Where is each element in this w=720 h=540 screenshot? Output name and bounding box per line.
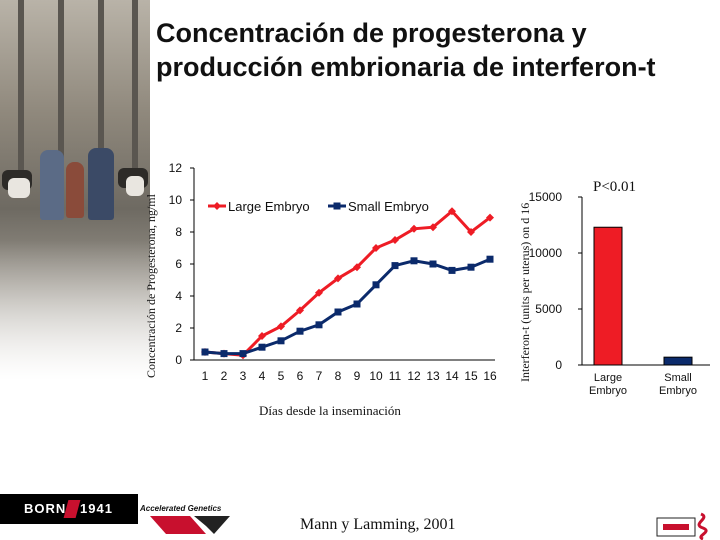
legend-label: Small Embryo: [348, 199, 429, 214]
line-chart-y-tick-label: 4: [175, 289, 182, 303]
bar-category-label-line-1: Small: [664, 372, 692, 384]
barn-photo: [0, 0, 150, 380]
accelerated-genetics-logo: Accelerated Genetics: [140, 504, 230, 538]
line-chart-y-axis-label: Concentración de Progesterona, ng/ml: [144, 194, 158, 378]
line-chart-x-tick-label: 10: [369, 369, 383, 383]
line-chart-x-axis-label: Días desde la inseminación: [259, 403, 401, 418]
bar-chart-y-tick-label: 5000: [535, 302, 562, 316]
line-chart-x-tick-label: 11: [389, 369, 402, 383]
title-line-1: Concentración de progesterona y: [156, 18, 587, 48]
line-chart-x-tick-label: 7: [316, 369, 323, 383]
large-embryo-point: [448, 207, 456, 216]
line-chart-y-tick-label: 12: [169, 161, 183, 175]
small-embryo-point: [429, 260, 437, 268]
large-embryo-point: [391, 236, 399, 244]
small-embryo-point: [334, 308, 342, 316]
small-embryo-point: [353, 300, 361, 308]
born-logo-text: BORN: [24, 501, 67, 516]
line-chart-y-tick-label: 2: [175, 321, 182, 335]
line-chart-x-tick-label: 1: [202, 369, 209, 383]
line-chart-x-tick-label: 15: [464, 369, 478, 383]
small-embryo-point: [486, 255, 494, 263]
legend-label: Large Embryo: [228, 199, 310, 214]
small-embryo-point: [467, 263, 475, 271]
large-embryo-point: [429, 223, 437, 232]
bar-chart-y-tick-label: 0: [555, 358, 562, 372]
large-embryo-point: [258, 332, 266, 340]
line-chart-x-tick-label: 6: [297, 369, 304, 383]
line-chart-x-tick-label: 8: [335, 369, 342, 383]
small-embryo-point: [410, 257, 418, 265]
bar-chart-y-tick-label: 10000: [529, 246, 563, 260]
line-chart-x-tick-label: 13: [426, 369, 440, 383]
large-embryo-point: [486, 213, 494, 222]
bar-chart-y-tick-label: 15000: [529, 190, 563, 204]
large-embryo-point: [410, 224, 418, 233]
small-embryo-point: [239, 350, 247, 358]
accelerated-genetics-text: Accelerated Genetics: [140, 504, 222, 513]
legend-marker: [213, 202, 221, 210]
line-chart-x-tick-label: 16: [483, 369, 497, 383]
line-chart-x-tick-label: 5: [278, 369, 285, 383]
small-embryo-point: [391, 262, 399, 270]
line-chart-x-tick-label: 12: [407, 369, 421, 383]
series-line-large-embryo: [204, 209, 491, 357]
legend-marker: [333, 202, 341, 210]
line-chart-x-tick-label: 2: [221, 369, 228, 383]
large-embryo-point: [467, 228, 475, 236]
large-embryo-point: [334, 274, 342, 283]
large-embryo-point: [315, 288, 323, 297]
citation: Mann y Lamming, 2001: [300, 516, 456, 533]
large-embryo-point: [277, 322, 285, 331]
small-embryo-point: [448, 266, 456, 274]
born-1941-logo: BORN 1941: [0, 494, 138, 524]
title-line-2: producción embrionaria de interferon-t: [156, 52, 656, 82]
series-line-small-embryo: [204, 257, 491, 356]
large-embryo-point: [296, 306, 304, 315]
line-chart-y-tick-label: 6: [175, 257, 182, 271]
caduceus-logo: [656, 512, 708, 540]
line-chart-y-tick-label: 0: [175, 353, 182, 367]
line-chart-y-tick-label: 10: [169, 193, 183, 207]
line-chart-x-tick-label: 3: [240, 369, 247, 383]
bar-large-embryo: [593, 226, 623, 366]
bar-category-label-line-2: Embryo: [589, 385, 627, 397]
bar-category-label-line-2: Embryo: [659, 385, 697, 397]
line-chart-x-tick-label: 14: [445, 369, 459, 383]
bar-small-embryo: [663, 356, 693, 366]
line-chart-x-tick-label: 9: [354, 369, 361, 383]
born-logo-year: 1941: [80, 501, 113, 516]
bar-category-label-line-1: Large: [594, 372, 622, 384]
line-chart-y-tick-label: 8: [175, 225, 182, 239]
small-embryo-point: [315, 321, 323, 329]
small-embryo-point: [277, 337, 285, 345]
small-embryo-point: [220, 350, 228, 358]
small-embryo-point: [258, 343, 266, 351]
small-embryo-point: [296, 327, 304, 335]
line-chart-x-tick-label: 4: [259, 369, 266, 383]
p-value-annotation: P<0.01: [593, 179, 637, 195]
large-embryo-point: [372, 244, 380, 252]
slide-title: Concentración de progesterona y producci…: [156, 16, 716, 84]
large-embryo-point: [353, 263, 361, 272]
small-embryo-point: [372, 281, 380, 289]
small-embryo-point: [201, 348, 209, 356]
